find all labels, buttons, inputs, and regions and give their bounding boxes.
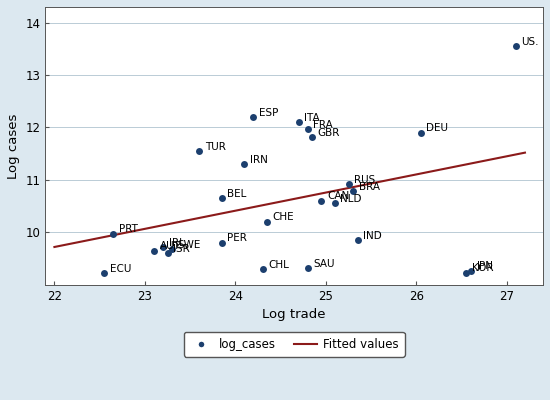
Text: ISR: ISR xyxy=(173,244,190,254)
Text: KOR: KOR xyxy=(472,263,493,273)
Text: SAU: SAU xyxy=(314,258,335,268)
Text: BEL: BEL xyxy=(227,189,247,199)
Point xyxy=(462,270,471,276)
Text: RUS: RUS xyxy=(354,175,375,185)
Point xyxy=(150,248,158,254)
Point xyxy=(512,43,520,50)
X-axis label: Log trade: Log trade xyxy=(262,308,326,321)
Point xyxy=(308,134,317,140)
Text: ESP: ESP xyxy=(259,108,278,118)
Point xyxy=(168,246,177,252)
Point xyxy=(163,250,172,256)
Text: BRA: BRA xyxy=(359,182,380,192)
Point xyxy=(258,266,267,272)
Text: PRT: PRT xyxy=(119,224,138,234)
Point xyxy=(109,231,118,237)
Point xyxy=(240,161,249,167)
Text: SWE: SWE xyxy=(178,240,201,250)
Text: AUT: AUT xyxy=(160,241,180,251)
Text: CHL: CHL xyxy=(268,260,289,270)
Text: IRL: IRL xyxy=(168,238,184,248)
Text: PER: PER xyxy=(227,234,248,244)
Text: JPN: JPN xyxy=(476,261,493,271)
Point xyxy=(195,148,204,154)
Point xyxy=(331,200,339,207)
Point xyxy=(416,130,425,136)
Point xyxy=(353,237,362,243)
Text: ITA: ITA xyxy=(304,113,320,123)
Legend: log_cases, Fitted values: log_cases, Fitted values xyxy=(184,332,405,356)
Text: IND: IND xyxy=(363,231,382,241)
Point xyxy=(317,198,326,204)
Text: NLD: NLD xyxy=(340,194,362,204)
Text: US.: US. xyxy=(521,37,539,47)
Y-axis label: Log cases: Log cases xyxy=(7,113,20,178)
Point xyxy=(158,244,167,250)
Point xyxy=(304,265,312,271)
Point xyxy=(294,119,303,126)
Text: FRA: FRA xyxy=(314,120,333,130)
Point xyxy=(263,219,272,225)
Point xyxy=(304,126,312,132)
Text: IRN: IRN xyxy=(250,155,268,165)
Point xyxy=(349,188,358,195)
Text: DEU: DEU xyxy=(426,123,448,133)
Text: ECU: ECU xyxy=(110,264,131,274)
Point xyxy=(249,114,258,120)
Point xyxy=(466,267,475,274)
Point xyxy=(344,181,353,187)
Text: GBR: GBR xyxy=(318,128,340,138)
Text: CHE: CHE xyxy=(273,212,294,222)
Text: CAN: CAN xyxy=(327,192,349,202)
Text: TUR: TUR xyxy=(205,142,225,152)
Point xyxy=(100,270,108,276)
Point xyxy=(217,195,226,202)
Point xyxy=(217,240,226,246)
